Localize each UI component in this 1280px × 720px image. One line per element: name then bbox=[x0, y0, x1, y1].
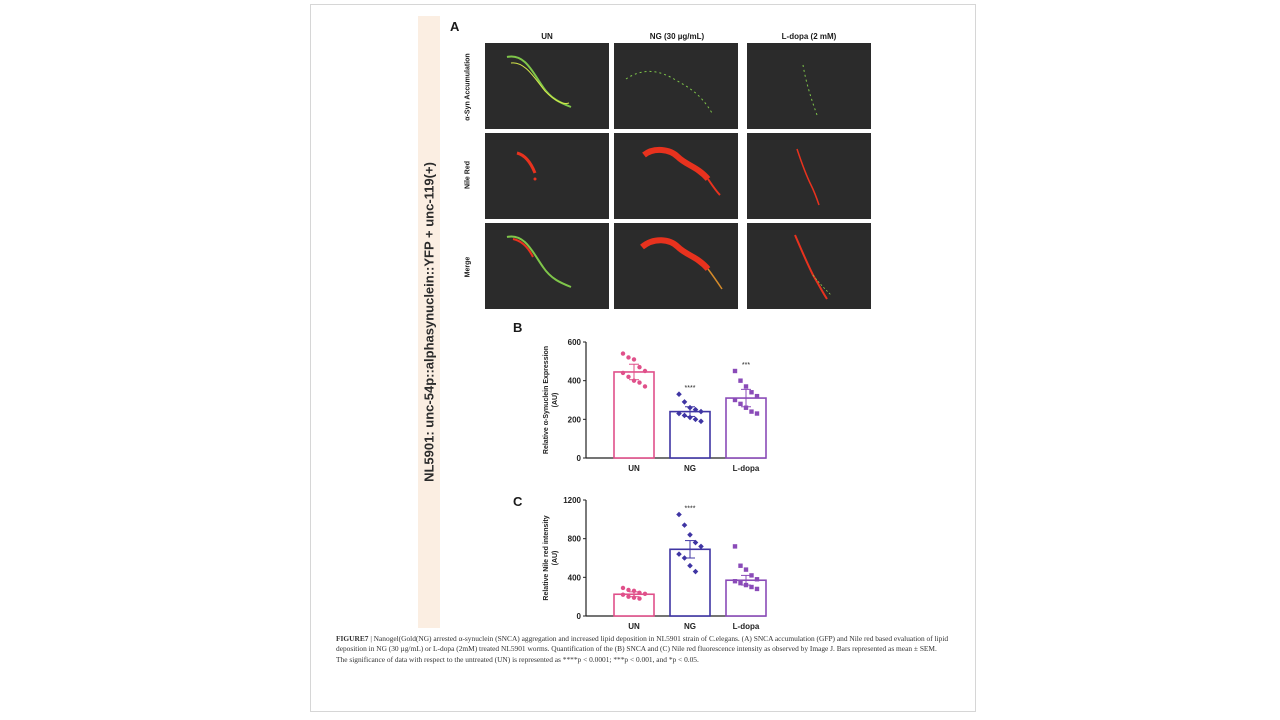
data-point bbox=[620, 351, 626, 356]
micrograph-ng-nile-red bbox=[614, 133, 738, 219]
data-point bbox=[681, 399, 688, 405]
row-header-syn: α-Syn Accumulation bbox=[464, 53, 472, 121]
micrograph-ldopa-merge bbox=[747, 223, 871, 309]
data-point bbox=[626, 374, 631, 379]
y-tick-label: 0 bbox=[577, 612, 582, 621]
micrograph-un-merge bbox=[485, 223, 609, 309]
y-tick-label: 400 bbox=[568, 573, 582, 582]
data-point bbox=[631, 357, 637, 362]
strain-label-band bbox=[418, 16, 440, 628]
data-point bbox=[642, 384, 648, 389]
data-point bbox=[738, 563, 743, 568]
x-tick-label: L-dopa bbox=[733, 464, 760, 473]
data-point bbox=[698, 543, 704, 550]
data-point bbox=[626, 355, 631, 360]
data-point bbox=[637, 380, 642, 385]
x-tick-label: L-dopa bbox=[733, 622, 760, 631]
data-point bbox=[749, 390, 754, 395]
data-point bbox=[743, 582, 749, 588]
data-point bbox=[687, 562, 693, 569]
data-point bbox=[732, 544, 738, 549]
data-point bbox=[738, 401, 743, 407]
data-point bbox=[749, 409, 754, 414]
row-header-merge: Merge bbox=[464, 256, 472, 278]
panel-b-letter: B bbox=[513, 320, 523, 335]
y-tick-label: 1200 bbox=[563, 496, 581, 505]
data-point bbox=[631, 588, 637, 594]
y-tick-label: 800 bbox=[568, 535, 582, 544]
data-point bbox=[743, 384, 749, 389]
data-point bbox=[743, 567, 749, 572]
bar-un bbox=[613, 371, 655, 459]
data-point bbox=[749, 584, 754, 590]
y-tick-label: 0 bbox=[577, 454, 582, 463]
significance-label: *** bbox=[742, 362, 750, 369]
data-point bbox=[642, 591, 648, 596]
column-header-ldopa: L-dopa (2 mM) bbox=[781, 32, 837, 41]
bar-ng bbox=[669, 548, 711, 617]
data-point bbox=[626, 587, 631, 593]
column-header-un: UN bbox=[541, 32, 553, 41]
y-axis-label: Relative α-Synuclein Expression (AU) bbox=[543, 346, 559, 454]
data-point bbox=[743, 405, 749, 410]
panel-c-letter: C bbox=[513, 494, 523, 509]
data-point bbox=[732, 397, 738, 403]
data-point bbox=[676, 511, 682, 518]
row-header-nile-red: Nile Red bbox=[464, 160, 472, 190]
caption-text: | Nanogel(Gold(NG) arrested α-synuclein … bbox=[336, 634, 949, 664]
column-header-ng: NG (30 µg/mL) bbox=[649, 32, 705, 41]
micrograph-un-syn bbox=[485, 43, 609, 129]
data-point bbox=[681, 522, 688, 528]
x-tick-label: UN bbox=[628, 464, 640, 473]
data-point bbox=[732, 579, 738, 584]
panel-a-letter: A bbox=[450, 19, 460, 34]
data-point bbox=[620, 370, 626, 376]
chart-c: 0 400 800 1200 Relative Nile red intensity (A… bbox=[543, 496, 767, 631]
strain-label: NL5901: unc-54p::alphasynuclein::YFP + u… bbox=[421, 162, 437, 482]
data-point bbox=[637, 590, 642, 595]
y-tick-label: 600 bbox=[568, 338, 582, 347]
data-point bbox=[749, 573, 754, 578]
data-point bbox=[676, 391, 682, 397]
data-point bbox=[754, 411, 760, 416]
significance-label: **** bbox=[685, 385, 696, 392]
data-point bbox=[642, 368, 648, 374]
data-point bbox=[754, 393, 760, 399]
data-point bbox=[732, 368, 738, 374]
data-point bbox=[631, 595, 637, 600]
micrograph-ldopa-nile-red bbox=[747, 133, 871, 219]
data-point bbox=[620, 592, 626, 597]
x-tick-label: NG bbox=[684, 622, 696, 631]
micrograph-un-nile-red bbox=[485, 133, 609, 219]
y-axis-label: Relative Nile red intensity (AU) bbox=[543, 515, 559, 600]
data-point bbox=[754, 577, 760, 582]
significance-label: **** bbox=[685, 506, 696, 513]
data-point bbox=[738, 378, 743, 383]
data-point bbox=[754, 586, 760, 592]
x-tick-label: NG bbox=[684, 464, 696, 473]
data-point bbox=[637, 364, 642, 370]
data-point bbox=[620, 585, 626, 591]
micrograph-ng-merge bbox=[614, 223, 738, 309]
data-point bbox=[687, 404, 693, 411]
y-tick-label: 200 bbox=[568, 415, 582, 424]
data-point bbox=[687, 532, 693, 538]
data-point bbox=[626, 594, 631, 599]
figure-caption: FIGURE7 | Nanogel(Gold(NG) arrested α-sy… bbox=[336, 634, 950, 665]
x-tick-label: UN bbox=[628, 622, 640, 631]
caption-label: FIGURE7 bbox=[336, 634, 369, 643]
y-tick-label: 400 bbox=[568, 377, 582, 386]
data-point bbox=[637, 596, 642, 601]
data-point bbox=[738, 580, 743, 586]
chart-b: 0 200 400 600 Relative α-Synuclein Expressio… bbox=[543, 338, 767, 473]
micrograph-ldopa-syn bbox=[747, 43, 871, 129]
micrograph-ng-syn bbox=[614, 43, 738, 129]
data-point bbox=[631, 378, 637, 383]
